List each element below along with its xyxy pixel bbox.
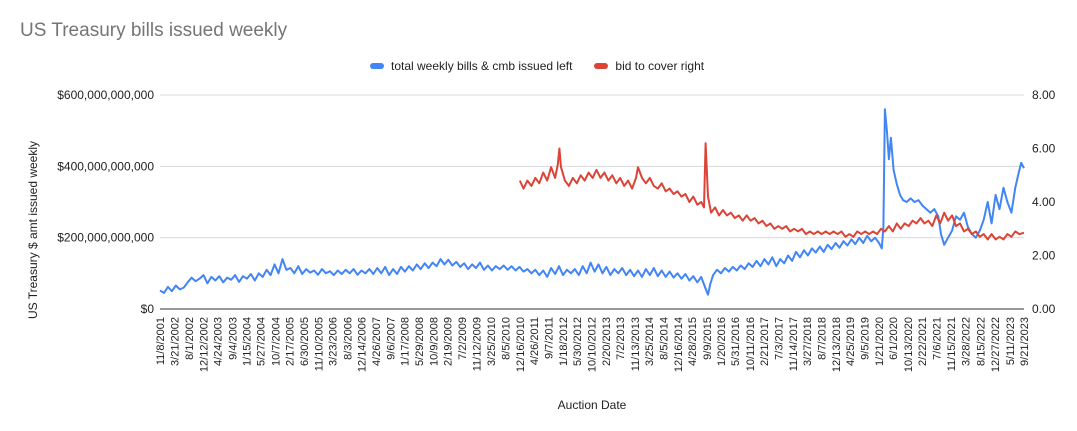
chart-title: US Treasury bills issued weekly [20,20,288,41]
x-tick-label: 11/10/2005 [313,317,325,371]
x-tick-label: 8/3/2006 [342,317,354,360]
x-tick-label: 2/17/2005 [285,317,297,366]
x-tick-label: 2/22/2021 [917,317,929,366]
x-tick-label: 9/6/2007 [385,317,397,360]
x-tick-label: 9/4/2003 [227,317,239,360]
y2-tick-label: 6.00 [1032,142,1056,156]
x-tick-label: 5/30/2012 [572,317,584,366]
legend-swatch-total-weekly-bills [370,63,384,69]
legend-label-bid-to-cover: bid to cover right [615,59,705,73]
x-tick-label: 5/27/2004 [256,317,268,366]
y2-tick-label: 2.00 [1032,249,1056,263]
x-tick-label: 1/20/2016 [716,317,728,366]
x-tick-label: 1/15/2004 [242,317,254,366]
y2-tick-label: 8.00 [1032,88,1056,102]
legend-item-bid-to-cover[interactable]: bid to cover right [594,59,704,73]
x-tick-label: 11/15/2021 [946,317,958,371]
x-tick-label: 3/23/2006 [328,317,340,366]
x-tick-label: 2/21/2017 [759,317,771,366]
x-tick-label: 10/9/2008 [428,317,440,366]
x-tick-label: 5/11/2023 [1005,317,1017,365]
x-tick-label: 3/27/2018 [802,317,814,366]
x-tick-label: 11/12/2009 [471,317,483,371]
x-tick-label: 8/5/2014 [658,317,670,360]
x-tick-label: 12/13/2018 [831,317,843,372]
y-tick-label: $0 [141,302,155,316]
x-tick-label: 12/12/2002 [198,317,210,372]
x-tick-label: 11/8/2001 [155,317,167,365]
x-tick-label: 12/16/2014 [673,317,685,372]
x-tick-label: 3/28/2022 [961,317,973,366]
x-tick-label: 4/26/2007 [371,317,383,366]
x-tick-label: 6/1/2020 [888,317,900,360]
x-tick-label: 1/17/2008 [400,317,412,366]
x-tick-label: 11/13/2013 [630,317,642,371]
x-tick-label: 9/5/2019 [859,317,871,360]
x-tick-label: 8/5/2010 [500,317,512,360]
x-tick-label: 10/10/2012 [586,317,598,372]
x-tick-label: 2/19/2009 [443,317,455,366]
x-tick-label: 11/14/2017 [788,317,800,371]
x-tick-label: 5/29/2008 [414,317,426,366]
x-tick-label: 1/21/2020 [874,317,886,366]
y-tick-label: $400,000,000,000 [57,159,154,173]
x-tick-label: 7/2/2013 [615,317,627,360]
x-tick-label: 10/11/2016 [745,317,757,371]
x-tick-label: 2/20/2013 [601,317,613,366]
x-tick-label: 7/6/2021 [932,317,944,360]
x-tick-label: 3/25/2014 [644,317,656,366]
x-tick-label: 8/7/2018 [817,317,829,360]
x-tick-label: 12/27/2022 [990,317,1002,372]
x-tick-label: 3/21/2002 [170,317,182,366]
x-tick-label: 7/3/2017 [773,317,785,360]
x-tick-label: 9/7/2011 [543,317,555,359]
x-tick-label: 10/7/2004 [270,317,282,366]
x-tick-label: 10/13/2020 [903,317,915,372]
x-tick-label: 5/31/2016 [730,317,742,366]
legend-swatch-bid-to-cover [594,63,609,69]
x-tick-label: 9/9/2015 [702,317,714,360]
y2-tick-label: 4.00 [1032,195,1056,209]
x-tick-label: 12/16/2010 [515,317,527,372]
x-tick-label: 7/2/2009 [457,317,469,360]
legend-item-total-weekly-bills[interactable]: total weekly bills & cmb issued left [370,59,572,73]
y2-tick-label: 0.00 [1032,302,1056,316]
x-axis-label: Auction Date [557,398,627,412]
series-line-bid-to-cover [518,142,1025,241]
x-tick-label: 1/18/2012 [558,317,570,366]
chart-legend: total weekly bills & cmb issued left bid… [370,59,726,73]
x-tick-label: 9/21/2023 [1019,317,1031,366]
x-tick-label: 4/25/2019 [845,317,857,366]
x-tick-label: 8/1/2002 [184,317,196,360]
x-tick-label: 12/14/2006 [356,317,368,372]
x-tick-label: 8/15/2022 [976,317,988,366]
x-tick-label: 4/28/2015 [687,317,699,366]
x-tick-label: 3/25/2010 [486,317,498,366]
legend-label-total-weekly-bills: total weekly bills & cmb issued left [391,59,573,73]
y-tick-label: $200,000,000,000 [57,231,154,245]
y-tick-label: $600,000,000,000 [57,88,154,102]
series-line-total-weekly-bills [159,108,1025,296]
x-tick-label: 4/24/2003 [213,317,225,366]
x-tick-label: 6/30/2005 [299,317,311,366]
x-tick-label: 4/26/2011 [529,317,541,365]
